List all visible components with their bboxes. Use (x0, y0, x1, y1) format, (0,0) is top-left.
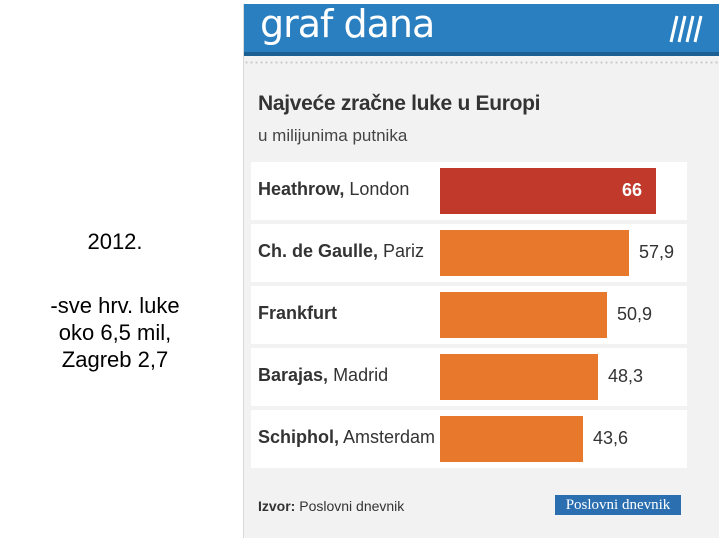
category-name: Heathrow, (258, 179, 345, 199)
bar-value-label: 57,9 (639, 242, 675, 262)
chart-panel: graf dana Najveće zračne luke u Europi u… (243, 2, 719, 538)
source-note: Izvor: Poslovni dnevnik (258, 498, 404, 514)
chart-title: Najveće zračne luke u Europi (258, 92, 541, 115)
source-label: Izvor: (258, 498, 296, 514)
bar (440, 230, 629, 276)
category-name: Ch. de Gaulle, (258, 241, 379, 261)
category-name: Frankfurt (258, 303, 338, 323)
bar-value-label: 66 (621, 180, 642, 200)
note-body: -sve hrv. luke oko 6,5 mil, Zagreb 2,7 (20, 292, 210, 373)
category-city: Amsterdam (339, 427, 436, 447)
note-year: 2012. (87, 229, 143, 254)
category-label: Barajas, Madrid (258, 365, 388, 386)
category-label: Ch. de Gaulle, Pariz (258, 241, 424, 262)
bar (440, 168, 656, 214)
bar (440, 292, 607, 338)
category-label: Schiphol, Amsterdam (258, 427, 435, 448)
chart-subtitle: u milijunima putnika (258, 126, 408, 145)
banner: graf dana (244, 2, 719, 52)
note-line: Zagreb 2,7 (61, 347, 169, 372)
category-label: Frankfurt (258, 303, 337, 324)
bar (440, 354, 598, 400)
banner-rule (244, 52, 719, 56)
bar-value-label: 48,3 (608, 366, 644, 386)
note-line: -sve hrv. luke (50, 293, 180, 318)
category-city: Madrid (328, 365, 389, 385)
category-city: Pariz (378, 241, 425, 261)
category-city: London (344, 179, 410, 199)
bar-value-label: 50,9 (617, 304, 653, 324)
banner-title: graf dana (260, 2, 435, 46)
bar (440, 416, 583, 462)
category-name: Schiphol, (258, 427, 339, 447)
note-line: oko 6,5 mil, (58, 320, 172, 345)
publisher-logo: Poslovni dnevnik (555, 495, 681, 515)
dotted-rule (244, 60, 719, 66)
category-label: Heathrow, London (258, 179, 409, 200)
source-text: Poslovni dnevnik (299, 498, 405, 514)
slashes-decoration-icon (669, 15, 703, 43)
category-name: Barajas, (258, 365, 329, 385)
bar-value-label: 43,6 (593, 428, 629, 448)
